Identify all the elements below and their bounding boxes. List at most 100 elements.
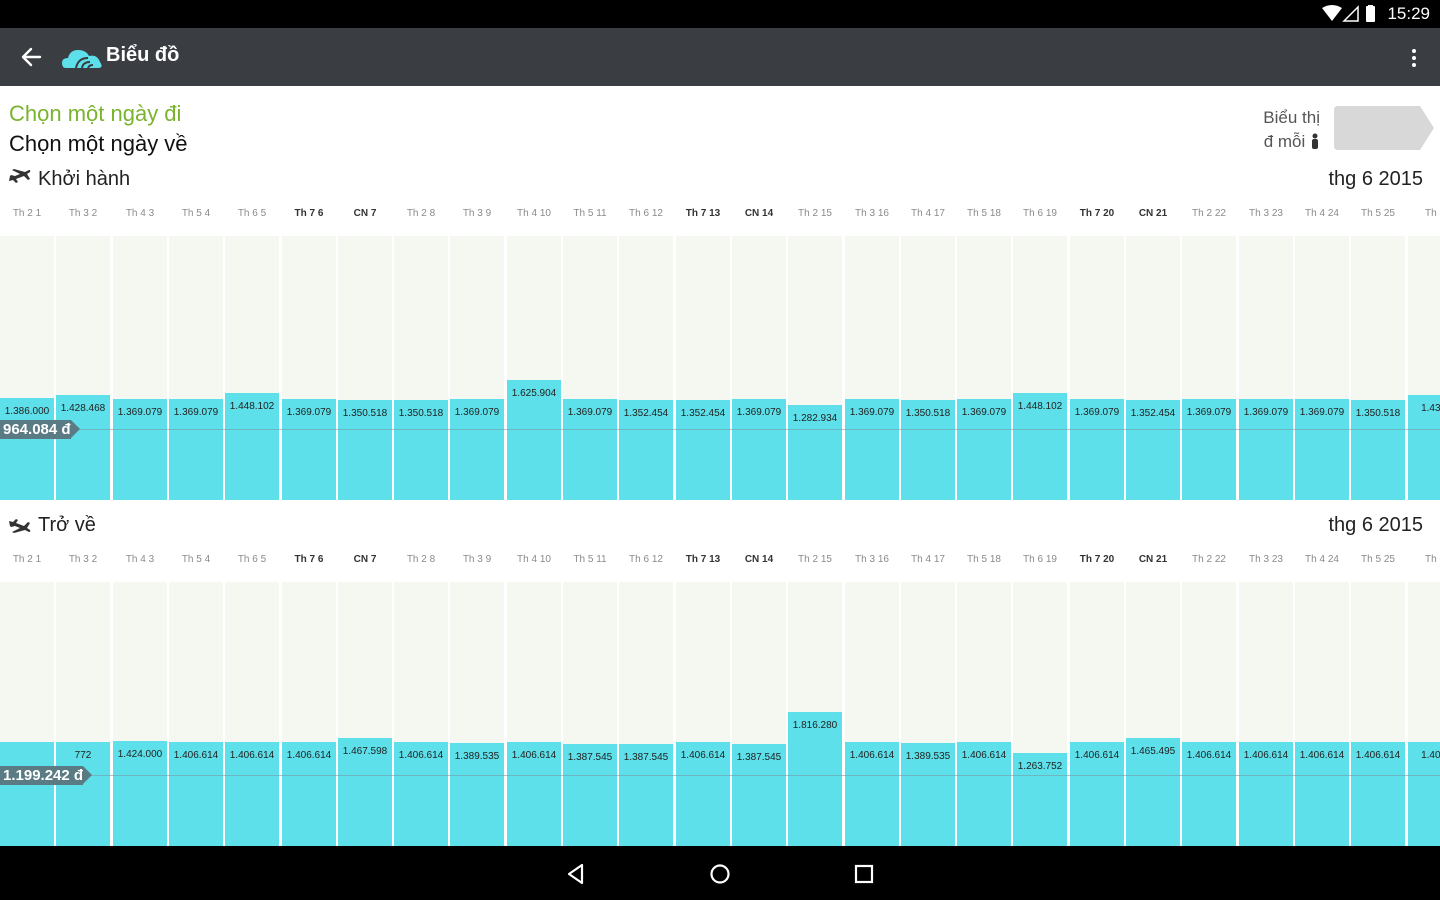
price-label: 1.263.752 [1017,761,1063,772]
price-bar[interactable] [901,400,955,500]
price-label: 1.625.904 [511,388,557,399]
outbound-section-title: Khởi hành [38,168,131,190]
price-bar[interactable] [1182,742,1236,846]
price-bar[interactable] [1295,742,1349,846]
price-bar[interactable] [56,742,110,846]
price-label: 1.428.468 [60,403,106,414]
price-bar[interactable] [394,742,448,846]
price-bar[interactable] [225,742,279,846]
price-label: 1.282.934 [792,413,838,424]
nav-home-icon[interactable] [706,860,734,888]
price-bar[interactable] [1070,399,1124,500]
select-return-date[interactable]: Chọn một ngày về [9,131,188,156]
day-label: Th 4 3 [125,208,155,219]
price-bar[interactable] [563,744,617,846]
price-label: 1.369.079 [1074,407,1120,418]
price-bar[interactable] [676,400,730,500]
price-bar[interactable] [563,399,617,500]
price-bar[interactable] [1408,395,1440,500]
back-arrow-icon[interactable] [14,40,50,74]
price-bar[interactable] [676,742,730,846]
day-label: Th 3 2 [68,208,98,219]
price-bar[interactable] [1182,399,1236,500]
price-bar[interactable] [957,742,1011,846]
price-bar[interactable] [957,399,1011,500]
price-label: 1.406.614 [1186,750,1232,761]
price-bar[interactable] [732,399,786,500]
price-bar[interactable] [169,742,223,846]
price-bar[interactable] [845,399,899,500]
price-bar[interactable] [1351,742,1405,846]
price-label: 1.352.454 [623,408,669,419]
price-label: 1.406.614 [1074,750,1120,761]
day-label: Th 6 [1424,208,1440,219]
nav-back-icon[interactable] [562,860,590,888]
price-bar[interactable] [1351,400,1405,500]
price-bar[interactable] [282,742,336,846]
min-price-flag: 964.084 đ [0,420,80,439]
select-departure-date[interactable]: Chọn một ngày đi [9,101,182,126]
price-bar[interactable] [1239,399,1293,500]
price-bar[interactable] [56,395,110,500]
price-bar[interactable] [732,744,786,846]
price-bar[interactable] [1126,400,1180,500]
toggle-label-text: đ mỗi [1263,132,1306,151]
nav-recents-icon[interactable] [850,860,878,888]
price-label: 1.352.454 [680,408,726,419]
price-bar[interactable] [225,393,279,500]
day-label: Th 7 6 [294,208,324,219]
airplane-landing-icon [9,519,31,533]
price-bar[interactable] [619,744,673,846]
price-bar[interactable] [1013,393,1067,500]
price-bar[interactable] [788,712,842,846]
more-vert-icon[interactable] [1402,42,1426,72]
min-price-line [0,775,1440,776]
price-bar[interactable] [450,399,504,500]
price-bar[interactable] [113,399,167,500]
price-bar[interactable] [619,400,673,500]
price-bar[interactable] [901,743,955,846]
day-label: Th 4 10 [517,554,551,565]
price-bar[interactable] [507,380,561,500]
price-label: 1.406.614 [849,750,895,761]
price-bar[interactable] [1070,742,1124,846]
day-label: Th 6 19 [1023,554,1057,565]
price-bar[interactable] [1295,399,1349,500]
day-label: Th 5 4 [181,208,211,219]
price-bar[interactable] [394,400,448,500]
system-nav-bar [0,846,1440,900]
day-label: Th 6 [1424,554,1440,565]
price-label: 1.386.000 [4,406,50,417]
page-title: Biểu đồ [106,44,180,66]
price-bar[interactable] [0,398,54,500]
price-bar[interactable] [338,400,392,500]
price-bar[interactable] [1408,742,1440,846]
price-bar[interactable] [1126,738,1180,846]
day-label: Th 7 13 [685,554,721,565]
price-label: 1.369.079 [961,407,1007,418]
day-label: Th 3 2 [68,554,98,565]
status-time: 15:29 [1387,4,1430,23]
price-bar[interactable] [450,743,504,846]
price-label: 1.406.614 [229,750,275,761]
day-label: Th 6 5 [237,208,267,219]
price-label: 1.430. [1421,403,1440,414]
price-label: 1.350.518 [1355,408,1401,419]
price-bar[interactable] [845,742,899,846]
price-bar[interactable] [0,742,54,846]
price-label: 1.816.280 [792,720,838,731]
price-bar[interactable] [1013,753,1067,846]
price-bar[interactable] [1239,742,1293,846]
price-per-person-toggle[interactable] [1334,106,1434,150]
price-label: 1.406.614 [511,750,557,761]
price-label: 1.406.614 [1243,750,1289,761]
price-label: 1.406.614 [1299,750,1345,761]
inbound-month: thg 6 2015 [1328,514,1423,536]
price-bar[interactable] [282,399,336,500]
price-bar[interactable] [338,738,392,846]
price-bar[interactable] [113,741,167,846]
price-bar[interactable] [169,399,223,500]
price-bar[interactable] [788,405,842,500]
price-bar[interactable] [507,742,561,846]
toggle-label-line2: đ mỗi [1263,130,1320,154]
